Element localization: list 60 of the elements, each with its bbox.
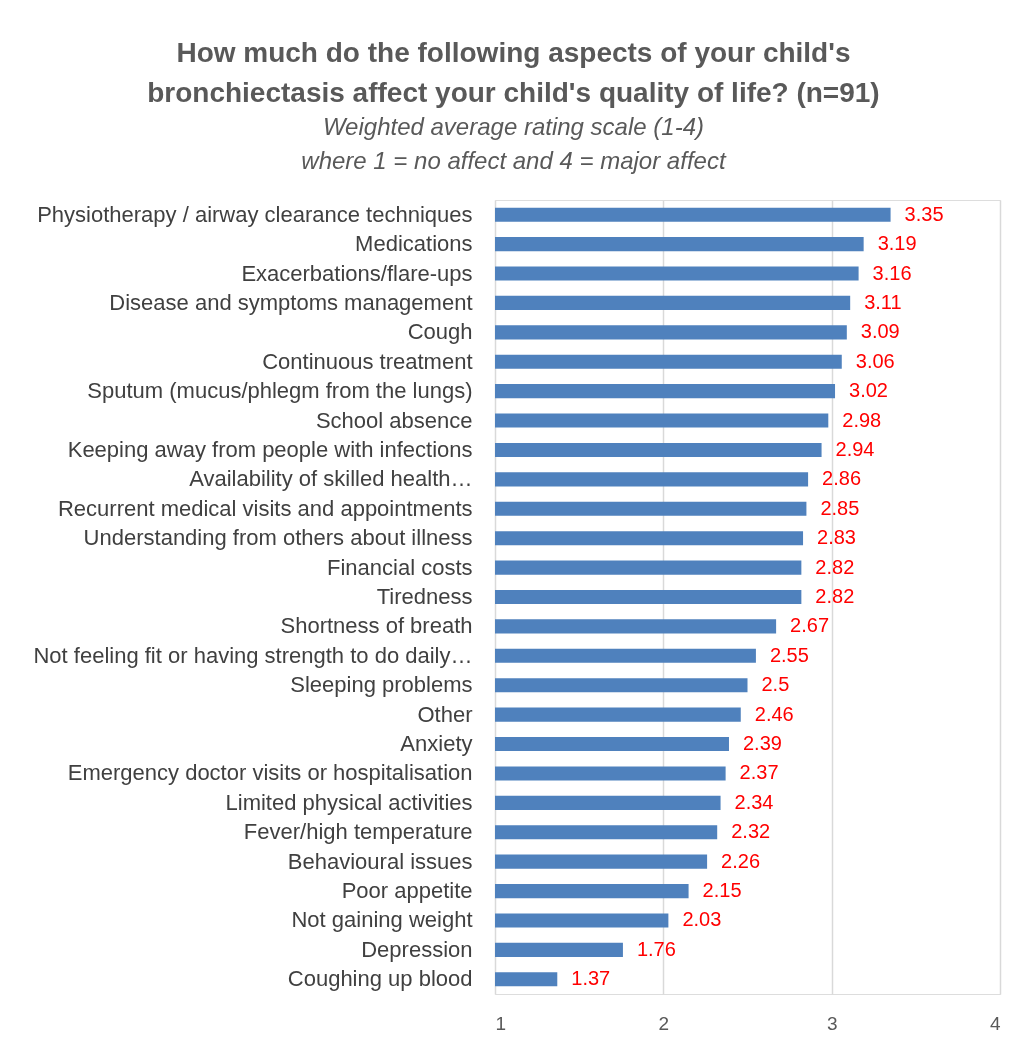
y-tick-label: Poor appetite [341,878,473,904]
y-tick-label: Coughing up blood [287,966,473,992]
data-label: 2.39 [742,732,782,755]
y-tick-label: School absence [315,407,473,433]
data-label: 2.26 [721,849,761,872]
y-tick-label: Sputum (mucus/phlegm from the lungs) [87,378,473,404]
data-label: 1.37 [571,967,611,990]
data-label: 2.34 [734,790,774,813]
data-label: 2.5 [761,673,790,696]
y-tick-label: Disease and symptoms management [109,289,473,315]
data-label: 2.82 [815,585,855,607]
data-label: 2.82 [815,555,855,578]
y-tick-label: Other [417,701,473,727]
y-tick-label: Understanding from others about illness [83,525,473,551]
data-label: 2.03 [682,908,722,931]
data-label: 2.98 [842,408,882,431]
data-label: 3.19 [877,232,917,255]
y-tick-label: Tiredness [376,584,473,609]
y-tick-label: Limited physical activities [225,789,473,815]
y-tick-label: Medications [355,231,473,257]
data-label: 2.55 [769,643,809,666]
y-tick-label: Not gaining weight [291,907,473,933]
data-label: 2.32 [731,820,771,843]
y-tick-label: Sleeping problems [290,672,473,698]
y-tick-label: Physiotherapy / airway clearance techniques [37,201,473,227]
data-label: 2.37 [739,761,779,784]
y-tick-label: Not feeling fit or having strength to do daily… [33,642,473,668]
y-tick-label: Depression [361,936,473,962]
data-label: 3.09 [860,320,900,343]
x-tick-label: 1 [495,1012,507,1034]
x-tick-label: 3 [826,1012,838,1034]
y-tick-label: Exacerbations/flare-ups [241,260,473,286]
y-tick-label: Keeping away from people with infections [67,436,473,462]
data-label: 2.15 [702,879,742,902]
data-label: 3.06 [855,349,895,372]
y-tick-label: Cough [407,319,473,345]
y-tick-label: Behavioural issues [287,848,473,874]
data-label: 3.35 [904,202,944,225]
data-label: 2.85 [820,496,860,519]
data-label: 3.11 [864,290,902,313]
data-label: 2.46 [754,702,794,725]
x-tick-label: 4 [989,1012,1001,1034]
y-tick-label: Financial costs [326,554,473,580]
y-tick-label: Anxiety [400,731,473,757]
y-tick-label: Recurrent medical visits and appointments [57,495,473,521]
y-tick-label: Continuous treatment [262,348,473,374]
y-tick-label: Availability of skilled health… [189,466,473,492]
chart-subtitle: Weighted average rating scale (1-4) where 1 = no affect and 4 = major affect [301,113,727,174]
data-label: 2.83 [817,526,856,549]
data-label: 3.16 [872,261,912,284]
chart-title: How much do the following aspects of your child's bronchiectasis affect your child's quality of life? (n=91) [147,37,880,108]
y-tick-label: Fever/high temperature [243,819,473,845]
x-tick-label: 2 [658,1012,670,1034]
y-tick-label: Emergency doctor visits or hospitalisation [67,760,473,786]
data-label: 2.94 [835,437,875,460]
data-label: 2.67 [790,614,830,637]
data-label: 2.86 [822,467,862,490]
y-tick-label: Shortness of breath [280,613,473,639]
data-label: 1.76 [636,937,676,960]
data-label: 3.02 [849,379,888,402]
